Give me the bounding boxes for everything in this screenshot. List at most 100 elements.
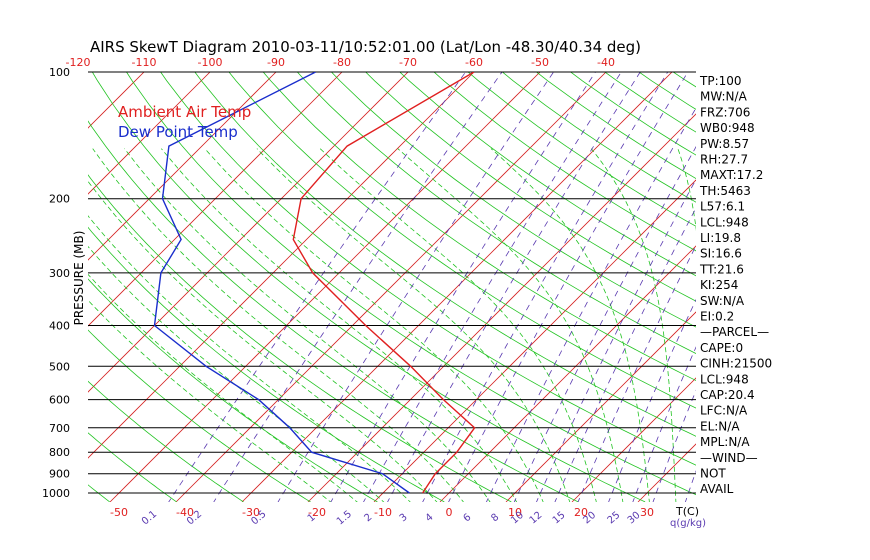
index-label: PW:8.57 <box>700 137 749 151</box>
mixing-ratio-label: 1 <box>306 512 318 525</box>
bottom-temp-tick-label: 10 <box>508 506 522 519</box>
top-temp-tick-label: -40 <box>597 56 615 69</box>
index-label: NOT <box>700 467 726 481</box>
isotherm-line <box>88 72 277 261</box>
index-label: AVAIL <box>700 482 734 496</box>
top-temp-tick-label: -100 <box>198 56 223 69</box>
isotherm-line <box>109 72 541 502</box>
top-temp-tick-label: -90 <box>267 56 285 69</box>
legend-dewpoint: Dew Point Temp <box>118 123 238 141</box>
index-label: TH:5463 <box>699 184 751 198</box>
index-label: WB0:948 <box>700 121 755 135</box>
isotherm-line <box>88 72 211 195</box>
isotherm-line <box>88 72 409 393</box>
moist-adiabat-line <box>204 148 544 502</box>
bottom-temp-tick-label: -30 <box>242 506 260 519</box>
moist-adiabat-line <box>88 180 438 502</box>
dry-adiabat-line <box>296 72 696 354</box>
chart-title: AIRS SkewT Diagram 2010-03-11/10:52:01.0… <box>90 38 641 56</box>
index-label: SW:N/A <box>700 294 745 308</box>
dry-adiabat-line <box>399 72 696 277</box>
dry-adiabat-line <box>330 72 696 328</box>
bottom-temp-tick-label: -10 <box>374 506 392 519</box>
mixing-ratio-label: 8 <box>489 512 501 525</box>
isotherm-line <box>175 72 607 502</box>
dry-adiabat-line <box>88 174 512 502</box>
pressure-tick-label: 200 <box>49 193 70 206</box>
top-temp-tick-label: -50 <box>531 56 549 69</box>
pressure-tick-label: 1000 <box>42 487 70 500</box>
y-axis-title: PRESSURE (MB) <box>72 231 86 326</box>
moist-adiabat-line <box>88 245 385 502</box>
mixing-ratio-label: 6 <box>461 512 473 525</box>
dry-adiabat-line <box>160 72 696 466</box>
temp-unit-label: T(C) <box>675 505 699 518</box>
dry-adiabat-line <box>88 329 311 502</box>
moist-adiabat-line <box>88 299 332 502</box>
dry-adiabat-line <box>88 226 445 502</box>
mixing-ratio-line <box>536 178 696 502</box>
moist-adiabat-line <box>88 215 411 502</box>
index-label: L57:6.1 <box>700 200 745 214</box>
index-label: CAP:20.4 <box>700 388 755 402</box>
index-label: SI:16.6 <box>700 247 742 261</box>
pressure-tick-label: 100 <box>49 66 70 79</box>
dry-adiabat-line <box>88 432 177 502</box>
pressure-tick-label: 400 <box>49 319 70 332</box>
dry-adiabat-line <box>228 72 696 409</box>
index-label: KI:254 <box>700 278 738 292</box>
top-temp-tick-label: -70 <box>399 56 417 69</box>
bottom-temp-tick-label: 0 <box>446 506 453 519</box>
bottom-temp-tick-label: -50 <box>110 506 128 519</box>
dry-adiabat-line <box>88 380 244 502</box>
isotherm-line <box>88 72 475 459</box>
isotherm-line <box>373 179 696 502</box>
top-temp-tick-label: -60 <box>465 56 483 69</box>
top-temp-tick-label: -120 <box>66 56 91 69</box>
moist-adiabat-line <box>590 148 677 502</box>
mixing-ratio-label: 2 <box>363 512 375 525</box>
moist-adiabat-line <box>256 148 571 502</box>
moist-adiabat-line <box>490 148 650 502</box>
dry-adiabat-line <box>88 120 579 502</box>
index-label: EI:0.2 <box>700 310 734 324</box>
dewpoint-profile-line <box>153 72 410 494</box>
index-label: CINH:21500 <box>700 357 772 371</box>
index-label: LI:19.8 <box>700 231 741 245</box>
index-label: MPL:N/A <box>700 435 750 449</box>
dry-adiabat-line <box>262 72 696 381</box>
top-temp-tick-label: -110 <box>132 56 157 69</box>
isotherm-line <box>505 311 696 502</box>
temperature-profile-line <box>292 72 476 494</box>
index-label: TP:100 <box>699 74 742 88</box>
pressure-tick-label: 600 <box>49 394 70 407</box>
index-label: TT:21.6 <box>699 262 744 276</box>
bottom-temp-tick-label: -20 <box>308 506 326 519</box>
moist-adiabat-line <box>92 148 464 502</box>
dry-adiabat-line <box>88 278 378 502</box>
mixing-ratio-unit-label: q(g/kg) <box>670 518 706 529</box>
mixing-ratio-label: 3 <box>398 512 410 525</box>
index-label: LCL:948 <box>700 372 749 386</box>
pressure-tick-label: 500 <box>49 360 70 373</box>
index-label: —PARCEL— <box>700 325 769 339</box>
index-label: FRZ:706 <box>700 105 750 119</box>
dry-adiabat-line <box>194 72 696 437</box>
index-label: LCL:948 <box>700 215 749 229</box>
pressure-tick-label: 900 <box>49 468 70 481</box>
bottom-temp-tick-label: 20 <box>574 506 588 519</box>
pressure-tick-label: 800 <box>49 446 70 459</box>
legend-ambient: Ambient Air Temp <box>118 103 251 121</box>
pressure-tick-label: 300 <box>49 267 70 280</box>
index-label: RH:27.7 <box>700 153 748 167</box>
dry-adiabat-line <box>365 72 696 302</box>
index-label: MW:N/A <box>700 90 748 104</box>
bottom-temp-tick-label: -40 <box>176 506 194 519</box>
isotherm-line <box>439 245 696 502</box>
bottom-temp-tick-label: 30 <box>640 506 654 519</box>
moist-adiabat-line <box>88 273 358 502</box>
isotherm-line <box>88 72 343 327</box>
index-label: —WIND— <box>700 451 758 465</box>
moist-adiabat-line <box>124 148 491 502</box>
